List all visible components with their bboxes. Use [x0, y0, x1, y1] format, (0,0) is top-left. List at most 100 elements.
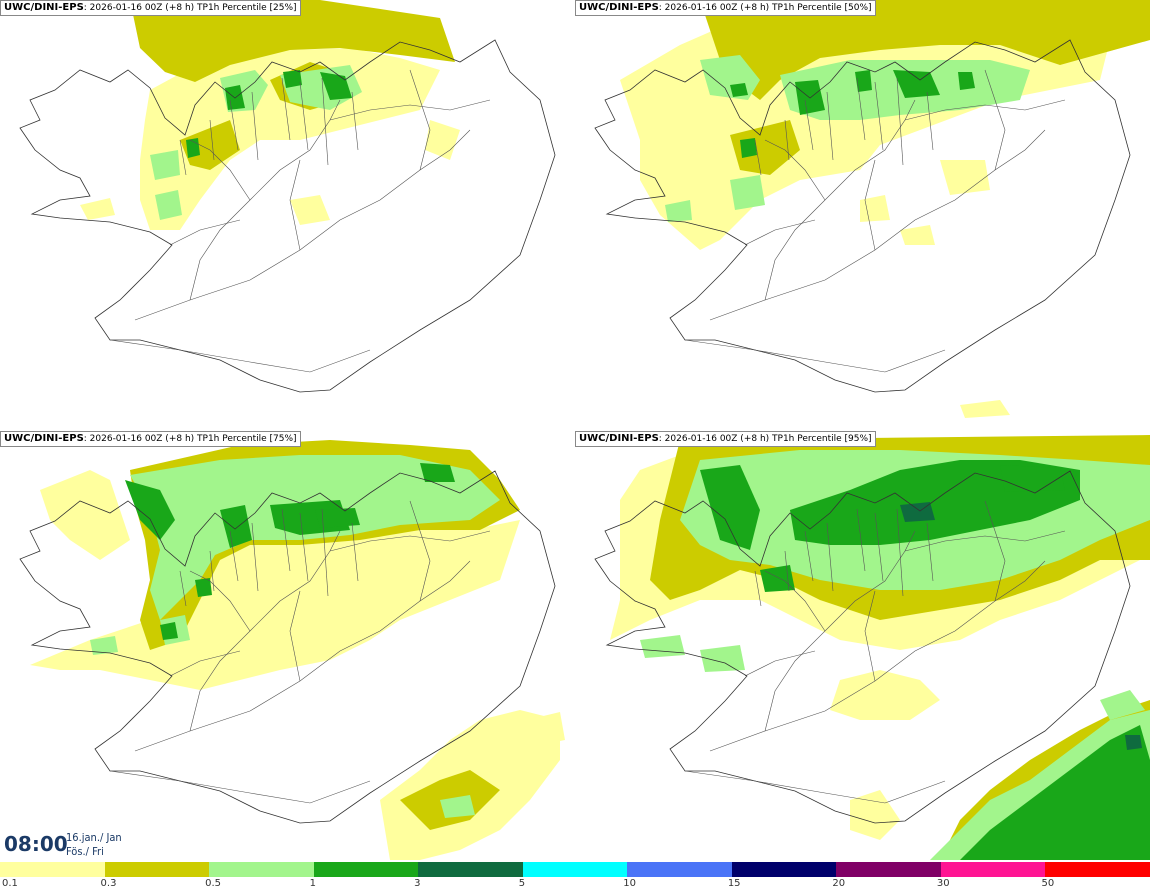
precip-area — [640, 635, 685, 658]
road-line — [229, 99, 239, 151]
road-line — [804, 530, 814, 582]
road-line — [864, 159, 876, 251]
valid-date-line1: 16.jan./ Jan — [66, 831, 122, 844]
precip-area — [1125, 735, 1142, 750]
road-line — [321, 508, 329, 597]
road-line — [169, 650, 241, 677]
road-line — [864, 590, 876, 682]
panel-title-p25: UWC/DINI-EPS: 2026-01-16 00Z (+8 h) TP1h… — [0, 0, 301, 16]
road-line — [904, 99, 1066, 121]
precip-area — [730, 83, 748, 97]
precip-area — [195, 578, 212, 597]
panel-p25: UWC/DINI-EPS: 2026-01-16 00Z (+8 h) TP1h… — [0, 0, 575, 430]
road-line — [826, 522, 834, 592]
legend-swatch — [104, 862, 211, 877]
road-line — [299, 81, 309, 151]
legend-tick-label: 5 — [518, 878, 526, 889]
road-line — [709, 129, 1046, 321]
precip-area — [960, 400, 1010, 418]
precip-area — [665, 200, 692, 222]
road-line — [229, 530, 239, 582]
precip-area — [940, 160, 990, 195]
road-line — [804, 99, 814, 151]
precip-area — [155, 190, 182, 220]
panel-p95: UWC/DINI-EPS: 2026-01-16 00Z (+8 h) TP1h… — [575, 431, 1150, 861]
legend-swatch — [418, 862, 524, 877]
road-line — [709, 560, 1046, 752]
road-line — [754, 139, 762, 176]
legend-tick-label: 0.1 — [2, 878, 18, 889]
road-line — [856, 508, 866, 572]
precip-area — [535, 712, 565, 745]
road-line — [289, 590, 301, 682]
precip-area — [40, 470, 130, 560]
road-line — [764, 99, 916, 301]
precip-area — [740, 138, 757, 158]
precip-area — [700, 0, 1150, 100]
road-line — [764, 570, 826, 632]
precip-area — [700, 645, 745, 672]
road-line — [189, 570, 251, 632]
road-line — [874, 512, 884, 582]
precip-area — [440, 795, 475, 818]
legend-swatch — [940, 862, 1047, 877]
precip-area — [80, 198, 115, 220]
road-line — [764, 530, 916, 732]
road-line — [926, 522, 934, 582]
legend-swatch — [0, 862, 106, 877]
coastline — [594, 39, 1131, 393]
precip-area — [315, 508, 360, 528]
road-line — [281, 77, 291, 141]
road-line — [744, 650, 816, 677]
legend-swatch — [209, 862, 315, 877]
color-legend: 0.1 0.3 0.5 1 3 5 10 15 20 30 50 — [0, 862, 1150, 891]
legend-tick-label: 0.5 — [205, 878, 221, 889]
precip-area — [425, 120, 460, 160]
precip-map-p75 — [19, 440, 565, 860]
road-line — [984, 500, 1006, 602]
road-line — [189, 139, 251, 201]
road-line — [409, 69, 431, 171]
precip-area — [730, 120, 800, 175]
road-line — [754, 570, 762, 607]
valid-time: 08:00 — [4, 832, 68, 856]
precip-area — [180, 120, 240, 170]
road-line — [281, 508, 291, 572]
road-line — [764, 139, 826, 201]
road-line — [179, 139, 187, 176]
road-line — [896, 77, 904, 166]
road-line — [251, 522, 259, 592]
coastline — [19, 39, 556, 393]
road-line — [329, 99, 491, 121]
precip-map-p95 — [594, 435, 1150, 860]
legend-tick-label: 3 — [414, 878, 421, 889]
road-line — [926, 91, 934, 151]
legend-tick-label: 30 — [936, 878, 950, 889]
precip-area — [150, 150, 180, 180]
legend-tick-label: 0.3 — [100, 878, 117, 889]
precip-map-p25 — [19, 0, 556, 393]
panel-title-p50: UWC/DINI-EPS: 2026-01-16 00Z (+8 h) TP1h… — [575, 0, 876, 16]
legend-tick-label: 1 — [309, 878, 316, 889]
precip-area — [900, 225, 935, 245]
panel-title-p75: UWC/DINI-EPS: 2026-01-16 00Z (+8 h) TP1h… — [0, 431, 301, 447]
road-line — [984, 69, 1006, 171]
road-line — [351, 522, 359, 582]
road-line — [251, 91, 259, 161]
precip-area — [860, 195, 890, 222]
legend-swatch — [522, 862, 629, 877]
legend-tick-label: 15 — [727, 878, 741, 889]
road-line — [209, 550, 215, 592]
road-line — [684, 339, 946, 373]
road-line — [289, 159, 301, 251]
precip-area — [850, 790, 900, 840]
road-line — [134, 560, 471, 752]
panel-p50: UWC/DINI-EPS: 2026-01-16 00Z (+8 h) TP1h… — [575, 0, 1150, 430]
precip-area — [130, 455, 500, 620]
panel-title-p95: UWC/DINI-EPS: 2026-01-16 00Z (+8 h) TP1h… — [575, 431, 876, 447]
road-line — [874, 81, 884, 151]
precip-area — [958, 72, 975, 90]
precip-area — [1000, 465, 1065, 492]
road-line — [856, 77, 866, 141]
precip-area — [730, 175, 765, 210]
